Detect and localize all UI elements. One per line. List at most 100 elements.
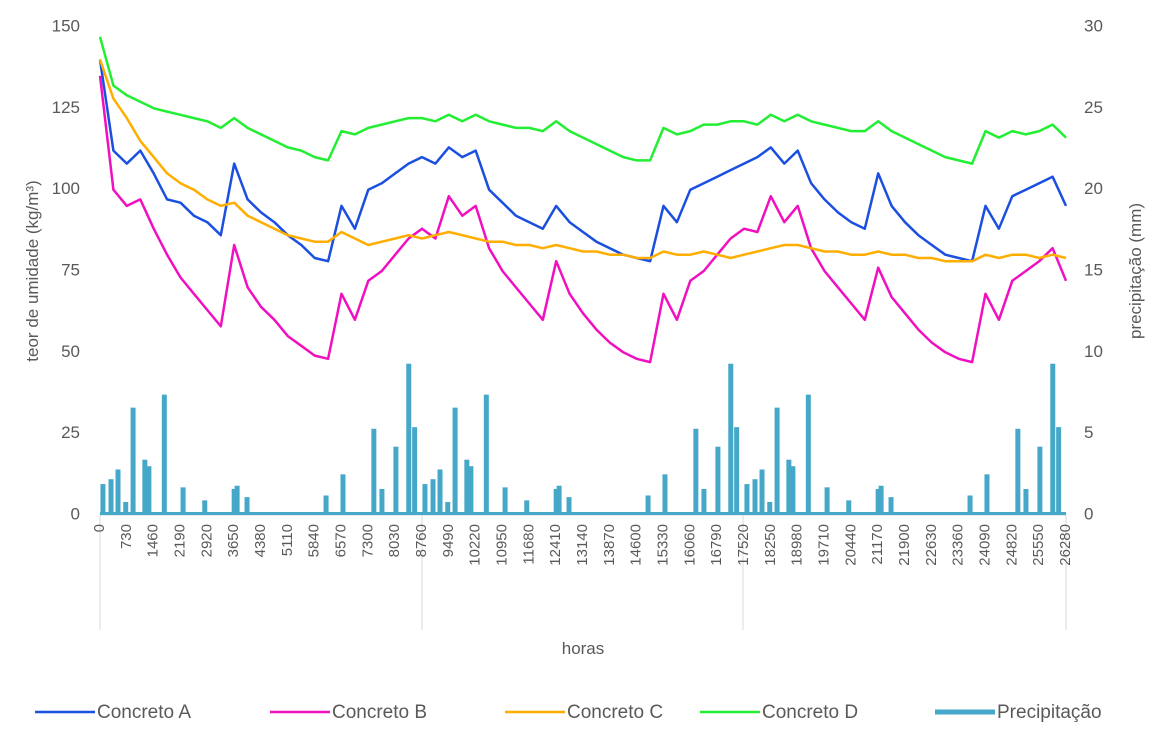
bar xyxy=(161,394,167,515)
bar xyxy=(445,501,451,515)
bar xyxy=(767,501,773,515)
bar xyxy=(464,459,470,515)
bar xyxy=(406,363,412,515)
series-line xyxy=(98,36,1067,165)
x-tick-label: 2190 xyxy=(171,524,188,557)
x-tick-label: 22630 xyxy=(923,524,940,566)
y-tick-label: 50 xyxy=(61,342,80,361)
y2-tick-label: 20 xyxy=(1084,179,1103,198)
x-tick-label: 8760 xyxy=(413,524,430,557)
x-tick-label: 12410 xyxy=(547,524,564,566)
y2-tick-label: 10 xyxy=(1084,342,1103,361)
x-tick-label: 14600 xyxy=(628,524,645,566)
x-tick-label: 1460 xyxy=(145,524,162,557)
bar xyxy=(437,469,443,515)
bar xyxy=(878,485,884,515)
x-tick-label: 10220 xyxy=(467,524,484,566)
bar xyxy=(108,479,114,515)
x-tick-label: 4380 xyxy=(252,524,269,557)
bar xyxy=(1023,488,1029,515)
x-tick-label: 2920 xyxy=(198,524,215,557)
y-tick-label: 0 xyxy=(71,504,80,523)
bar xyxy=(115,469,121,515)
y-tick-label: 100 xyxy=(52,179,80,198)
bar xyxy=(744,484,750,515)
bar xyxy=(846,500,852,515)
bar xyxy=(752,479,758,515)
bar xyxy=(1056,427,1062,515)
y2-axis-label: precipitação (mm) xyxy=(1126,203,1145,339)
x-tick-label: 16060 xyxy=(681,524,698,566)
bar xyxy=(452,407,458,515)
bar xyxy=(715,446,721,515)
legend-label: Concreto D xyxy=(762,702,858,723)
x-tick-label: 730 xyxy=(118,524,135,549)
x-tick-label: 18980 xyxy=(789,524,806,566)
bar xyxy=(1015,428,1021,515)
bar xyxy=(888,497,894,515)
bar xyxy=(502,487,508,515)
bar xyxy=(234,485,240,515)
bar xyxy=(1037,446,1043,515)
x-tick-label: 5840 xyxy=(306,524,323,557)
bar xyxy=(412,427,418,515)
x-tick-label: 6570 xyxy=(332,524,349,557)
bar xyxy=(180,487,186,515)
series-line xyxy=(98,75,1068,364)
x-tick-label: 9490 xyxy=(440,524,457,557)
x-tick-label: 8030 xyxy=(386,524,403,557)
bar xyxy=(967,495,973,515)
y-axis-label: teor de umidade (kg/m³) xyxy=(23,180,42,361)
bar xyxy=(1050,363,1056,515)
y-tick-label: 125 xyxy=(52,98,80,117)
series-line xyxy=(98,59,1068,263)
x-tick-label: 11680 xyxy=(520,524,537,565)
bar xyxy=(430,479,436,515)
bar xyxy=(130,407,136,515)
x-tick-label: 7300 xyxy=(359,524,376,557)
x-tick-label: 13140 xyxy=(574,524,591,566)
bar xyxy=(379,488,385,515)
x-tick-label: 25550 xyxy=(1030,524,1047,566)
x-tick-label: 17520 xyxy=(735,524,752,566)
bar xyxy=(371,428,377,515)
bar xyxy=(146,466,152,515)
bar xyxy=(824,487,830,515)
legend-label: Concreto A xyxy=(97,702,191,723)
bar xyxy=(142,459,148,515)
bar xyxy=(662,474,668,515)
bar xyxy=(231,488,237,515)
x-tick-label: 21900 xyxy=(896,524,913,566)
legend-label: Concreto B xyxy=(332,702,427,723)
series-line xyxy=(98,59,1067,263)
y2-tick-label: 5 xyxy=(1084,423,1093,442)
bar xyxy=(984,474,990,515)
x-tick-label: 19710 xyxy=(815,524,832,566)
bar xyxy=(393,446,399,515)
y-tick-label: 25 xyxy=(61,423,80,442)
x-tick-label: 21170 xyxy=(869,524,886,565)
x-tick-label: 26280 xyxy=(1057,524,1074,566)
x-tick-label: 20440 xyxy=(842,524,859,566)
x-tick-label: 10950 xyxy=(493,524,510,566)
bar xyxy=(728,363,734,515)
x-tick-label: 23360 xyxy=(950,524,967,566)
legend-label: Concreto C xyxy=(567,702,663,723)
x-tick-label: 24820 xyxy=(1003,524,1020,566)
bar xyxy=(422,484,428,515)
x-tick-label: 16790 xyxy=(708,524,725,566)
bar xyxy=(553,488,559,515)
y-tick-label: 150 xyxy=(52,16,80,35)
bar xyxy=(786,459,792,515)
bar xyxy=(483,394,489,515)
bar xyxy=(123,501,129,515)
y2-tick-label: 30 xyxy=(1084,16,1103,35)
bar xyxy=(202,500,208,515)
y2-tick-label: 15 xyxy=(1084,260,1103,279)
x-axis-label: horas xyxy=(562,639,605,658)
bar xyxy=(566,497,572,515)
bar xyxy=(323,495,329,515)
x-tick-label: 15330 xyxy=(654,524,671,566)
x-tick-label: 0 xyxy=(91,524,108,532)
